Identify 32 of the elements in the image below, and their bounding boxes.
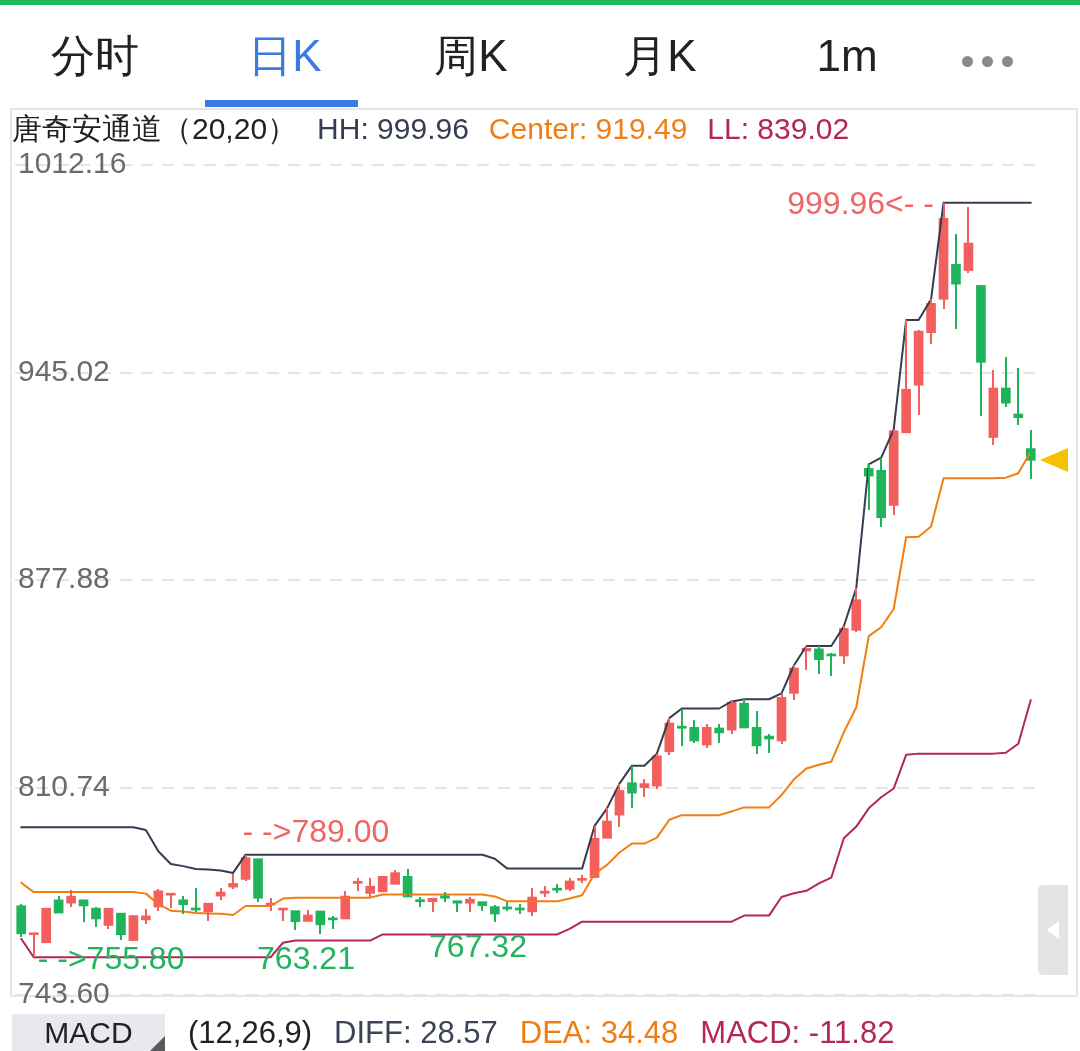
text: 周K xyxy=(434,30,508,82)
annotation: 999.96<- - xyxy=(787,184,934,221)
chart-title: 唐奇安通道（20,20） xyxy=(12,111,298,145)
text: 分时 xyxy=(51,30,139,82)
text: HH: 999.96 xyxy=(317,112,469,146)
text: DIFF: 28.57 xyxy=(334,1014,498,1051)
candlestick xyxy=(452,900,463,912)
text: 日K xyxy=(248,30,322,82)
annotation: 767.32 xyxy=(429,927,527,964)
candlestick xyxy=(165,892,176,908)
candlestick xyxy=(128,915,139,941)
candlestick xyxy=(41,907,51,944)
candlestick xyxy=(577,875,587,883)
text: (12,26,9) xyxy=(188,1014,313,1051)
y-tick-label: 1012.16 xyxy=(18,146,127,180)
candlestick xyxy=(552,884,562,893)
text: 月K xyxy=(623,30,697,82)
text: 1m xyxy=(816,30,878,82)
y-tick-label: 810.74 xyxy=(18,768,110,802)
text: Center: 919.49 xyxy=(488,112,688,146)
y-tick-label: 945.02 xyxy=(18,353,110,387)
candlestick xyxy=(377,875,388,893)
text: DEA: 34.48 xyxy=(519,1014,679,1051)
candlestick xyxy=(415,897,425,907)
y-tick-label: 877.88 xyxy=(18,561,110,595)
annotation: - ->789.00 xyxy=(242,812,390,849)
annotation: 763.21 xyxy=(257,939,355,976)
indicator-button: MACD xyxy=(12,1014,165,1051)
text: MACD: -11.82 xyxy=(700,1014,895,1051)
text: LL: 839.02 xyxy=(707,112,850,146)
candlestick xyxy=(28,932,39,957)
y-tick-label: 743.60 xyxy=(18,976,110,1010)
